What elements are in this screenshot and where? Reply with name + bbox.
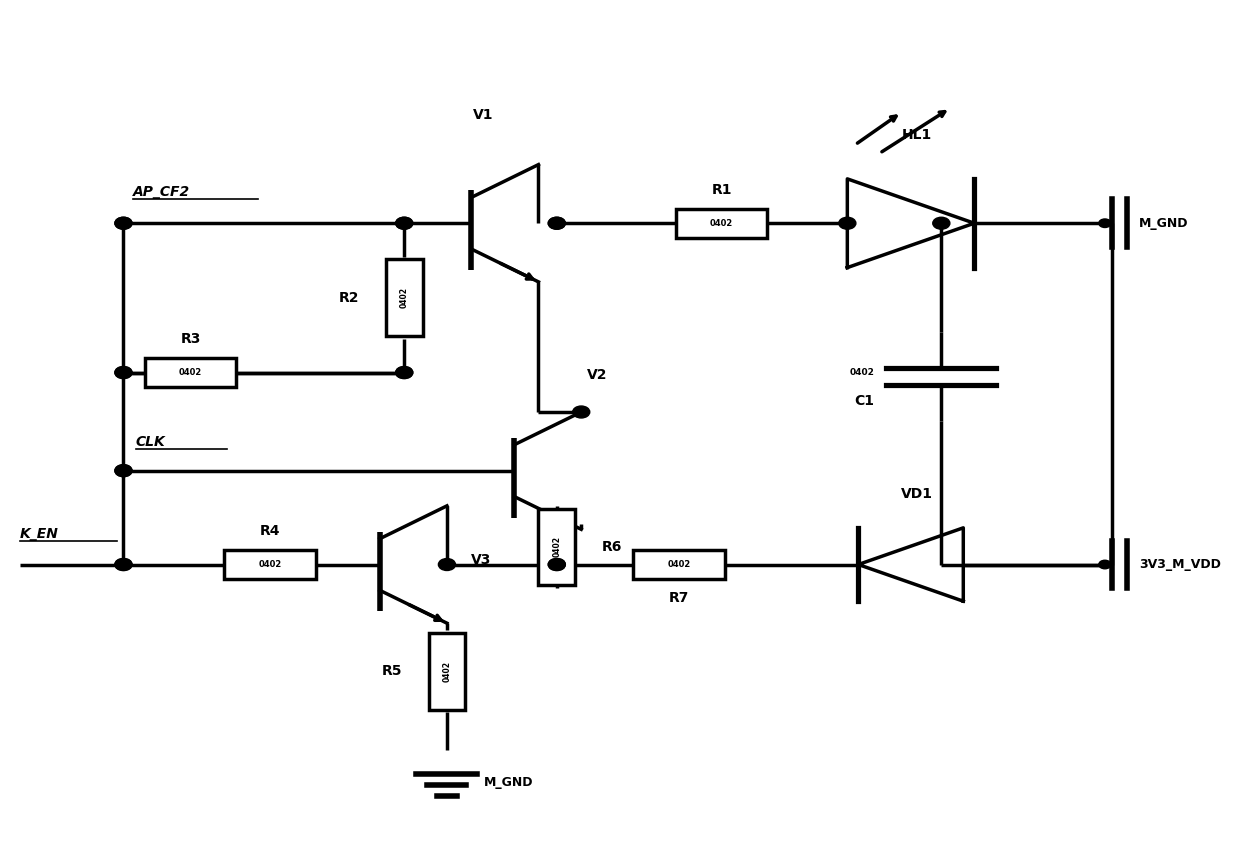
Text: R7: R7	[668, 591, 689, 605]
Text: 3V3_M_VDD: 3V3_M_VDD	[1140, 558, 1221, 571]
Bar	[145, 358, 237, 387]
Bar	[538, 508, 575, 586]
Circle shape	[115, 465, 131, 477]
Text: V3: V3	[471, 553, 492, 568]
Bar	[386, 259, 423, 336]
Text: 0402: 0402	[667, 560, 691, 569]
Circle shape	[548, 217, 565, 229]
Circle shape	[396, 366, 413, 378]
Text: 0402: 0402	[258, 560, 281, 569]
Circle shape	[838, 217, 856, 229]
Text: V1: V1	[474, 108, 494, 122]
Text: 0402: 0402	[443, 661, 451, 681]
Text: 0402: 0402	[552, 537, 562, 557]
Circle shape	[396, 217, 413, 229]
Circle shape	[115, 559, 131, 570]
Bar	[634, 550, 724, 579]
Text: K_EN: K_EN	[20, 526, 58, 541]
Text: HL1: HL1	[901, 128, 932, 142]
Circle shape	[573, 406, 590, 418]
Bar	[429, 633, 465, 710]
Text: 0402: 0402	[849, 368, 874, 377]
Circle shape	[115, 465, 131, 477]
Text: R2: R2	[339, 291, 360, 305]
Text: M_GND: M_GND	[484, 776, 533, 788]
Text: R6: R6	[601, 540, 622, 554]
Circle shape	[115, 559, 131, 570]
Circle shape	[115, 366, 131, 378]
Text: R5: R5	[382, 664, 402, 678]
Circle shape	[932, 217, 950, 229]
Text: 0402: 0402	[399, 288, 409, 308]
Text: VD1: VD1	[901, 486, 932, 501]
Text: R4: R4	[259, 524, 280, 538]
Text: R3: R3	[180, 332, 201, 347]
Circle shape	[396, 217, 413, 229]
Text: R1: R1	[712, 183, 732, 197]
Circle shape	[439, 559, 455, 570]
Circle shape	[115, 366, 131, 378]
Circle shape	[1099, 560, 1111, 568]
Text: C1: C1	[854, 394, 874, 407]
Circle shape	[548, 559, 565, 570]
Text: M_GND: M_GND	[1140, 217, 1189, 229]
Text: 0402: 0402	[711, 219, 733, 228]
Circle shape	[115, 217, 131, 229]
Circle shape	[396, 366, 413, 378]
Circle shape	[115, 217, 131, 229]
Text: CLK: CLK	[135, 436, 165, 449]
Circle shape	[548, 217, 565, 229]
Text: V2: V2	[588, 368, 608, 383]
Circle shape	[1099, 219, 1111, 228]
Text: 0402: 0402	[179, 368, 202, 377]
Circle shape	[548, 559, 565, 570]
Bar	[676, 209, 768, 238]
Bar	[224, 550, 316, 579]
Text: AP_CF2: AP_CF2	[133, 186, 191, 199]
